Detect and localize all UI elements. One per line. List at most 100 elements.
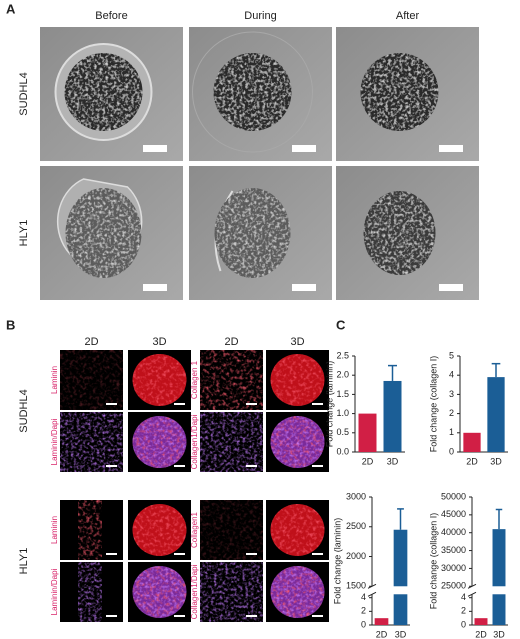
- y-tick-label: 1: [449, 427, 454, 437]
- column-header: After: [396, 10, 420, 22]
- x-tick-label: 3D: [490, 456, 502, 466]
- micrograph: [336, 166, 479, 300]
- y-tick-label: 1500: [346, 581, 366, 591]
- y-tick-label: 0: [361, 619, 366, 629]
- bar: [463, 432, 481, 452]
- fluorescence-image: [266, 412, 329, 472]
- y-tick-label: 2: [361, 606, 366, 616]
- y-axis-label: Fold change (laminin): [332, 518, 342, 605]
- column-header: 3D: [290, 336, 304, 348]
- y-tick-label: 35000: [441, 545, 466, 555]
- fluorescence-image: [200, 500, 263, 560]
- fluorescence-image: [200, 412, 263, 472]
- y-tick-label: 30000: [441, 563, 466, 573]
- cells: [60, 412, 123, 472]
- cells: [78, 562, 102, 622]
- y-axis-label: Fold change (laminin): [324, 361, 334, 448]
- axis-break: [367, 583, 377, 589]
- axis-break: [467, 583, 477, 589]
- cells: [200, 350, 263, 410]
- x-tick-label: 3D: [395, 629, 407, 639]
- fluorescence-image: [266, 562, 329, 622]
- scale-bar: [246, 403, 257, 405]
- stain-label: Laminin: [50, 366, 59, 394]
- bar: [492, 594, 506, 625]
- y-tick-label: 1.0: [336, 408, 349, 418]
- scale-bar: [292, 145, 316, 152]
- scale-bar: [174, 553, 185, 555]
- micrograph: [336, 27, 479, 161]
- droplet: [192, 31, 313, 153]
- y-tick-label: 2: [449, 408, 454, 418]
- micrograph: [189, 27, 332, 161]
- y-tick-label: 2.0: [336, 370, 349, 380]
- fluorescence-image: [128, 350, 191, 410]
- bar-chart: Fold change (collagen I) 0 1 2 3 4 5 2D 3D: [428, 350, 508, 466]
- fluorescence-image: [60, 562, 123, 622]
- y-tick-label: 4: [361, 592, 366, 602]
- bar: [393, 529, 408, 587]
- scale-bar: [106, 615, 117, 617]
- cells: [60, 350, 123, 410]
- bar: [383, 380, 402, 452]
- spheroid-texture: [270, 416, 325, 468]
- spheroid: [213, 53, 292, 131]
- stain-label: Laminin: [50, 516, 59, 544]
- y-tick-label: 0: [449, 446, 454, 456]
- x-tick-label: 3D: [493, 629, 505, 639]
- column-header: During: [244, 10, 276, 22]
- scale-bar: [439, 145, 463, 152]
- y-tick-label: 45000: [441, 509, 466, 519]
- scale-bar: [292, 284, 316, 291]
- column-header: 2D: [84, 336, 98, 348]
- panel-label: C: [336, 317, 346, 332]
- micrograph: [189, 166, 332, 300]
- scale-bar: [106, 553, 117, 555]
- fluorescence-image: [60, 500, 123, 560]
- panel-label: A: [6, 1, 16, 16]
- spheroid: [214, 188, 291, 278]
- scale-bar: [312, 553, 323, 555]
- y-tick-label: 0.5: [336, 427, 349, 437]
- scale-bar: [174, 465, 185, 467]
- fluorescence-image: [128, 562, 191, 622]
- cells: [200, 500, 263, 560]
- x-tick-label: 2D: [475, 629, 487, 639]
- spheroid: [360, 53, 439, 131]
- fluorescence-image: [266, 500, 329, 560]
- y-tick-label: 3: [449, 389, 454, 399]
- row-label: HLY1: [18, 220, 30, 247]
- scale-bar: [312, 615, 323, 617]
- y-tick-label: 2000: [346, 551, 366, 561]
- bar: [393, 594, 408, 625]
- y-tick-label: 3000: [346, 491, 366, 501]
- fluorescence-image: [266, 350, 329, 410]
- spheroid: [363, 191, 436, 275]
- y-tick-label: 2.5: [336, 350, 349, 360]
- panel-label: B: [6, 317, 15, 332]
- y-tick-label: 2500: [346, 521, 366, 531]
- y-tick-label: 25000: [441, 581, 466, 591]
- bar: [487, 377, 505, 452]
- stain-label: Collagen1: [190, 511, 199, 548]
- spheroid-texture: [132, 504, 187, 556]
- fluorescence-image: [200, 350, 263, 410]
- axis-break: [367, 591, 377, 597]
- column-header: 2D: [224, 336, 238, 348]
- y-tick-label: 1.5: [336, 389, 349, 399]
- stain-label: Collagen1/Dapi: [190, 564, 199, 619]
- fluorescence-image: [128, 500, 191, 560]
- y-tick-label: 4: [449, 370, 454, 380]
- column-header: Before: [95, 10, 127, 22]
- spheroid: [64, 53, 143, 131]
- y-tick-label: 50000: [441, 491, 466, 501]
- scale-bar: [246, 553, 257, 555]
- x-tick-label: 2D: [362, 456, 374, 466]
- bar: [374, 618, 389, 625]
- scale-bar: [312, 465, 323, 467]
- scale-bar: [246, 465, 257, 467]
- bar: [474, 618, 488, 625]
- x-tick-label: 2D: [376, 629, 388, 639]
